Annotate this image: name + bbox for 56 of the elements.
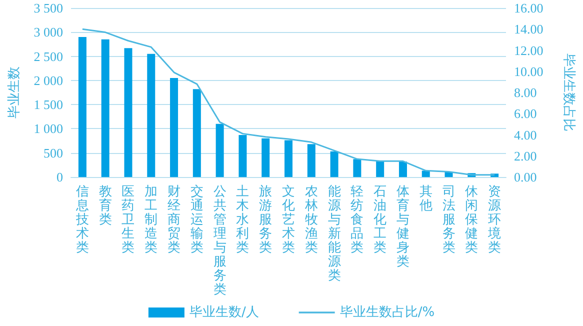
y2-axis-title: 毕业生数占比 — [561, 54, 576, 132]
bar — [238, 134, 247, 177]
y2-tick-label: 12.00 — [514, 42, 544, 58]
legend-label: 毕业生数占比/% — [340, 305, 435, 320]
x-tick-label: 石油化工类 — [374, 184, 387, 256]
x-tick-label: 休闲保健类 — [465, 184, 478, 256]
bar — [398, 162, 407, 177]
x-tick-label: 旅游服务类 — [259, 184, 272, 256]
x-tick-label: 加工制造类 — [144, 184, 158, 256]
bar — [353, 159, 362, 177]
bar — [307, 144, 316, 177]
y-tick-label: 0 — [56, 170, 63, 184]
y-tick-label: 2 500 — [34, 48, 63, 64]
x-tick-label: 农林牧渔类 — [304, 184, 318, 256]
x-tick-label: 其他 — [419, 184, 432, 214]
y2-tick-label: 8.00 — [514, 85, 537, 100]
x-tick-label: 教育类 — [98, 184, 112, 228]
y-tick-label: 1 000 — [34, 121, 63, 136]
y2-tick-label: 4.00 — [514, 127, 537, 142]
legend-label: 毕业生数/人 — [189, 305, 259, 320]
x-tick-label: 体育与健身类 — [396, 184, 410, 270]
bar — [330, 151, 338, 177]
x-tick-label: 司法服务类 — [442, 184, 456, 256]
x-tick-label: 轻纺食品类 — [350, 184, 364, 256]
x-tick-label: 财经商贸类 — [168, 184, 181, 256]
bar — [216, 124, 224, 177]
bar — [170, 78, 178, 177]
x-tick-label: 土木水利类 — [236, 184, 250, 256]
bar — [101, 39, 110, 177]
y2-tick-label: 14.00 — [514, 22, 544, 37]
y-tick-label: 1 500 — [34, 97, 63, 112]
y2-tick-label: 0.00 — [514, 170, 537, 184]
bar — [376, 161, 384, 177]
x-tick-label: 信息技术类 — [74, 184, 89, 256]
bar — [124, 48, 132, 177]
y2-tick-label: 6.00 — [514, 106, 537, 122]
line-series — [82, 28, 496, 176]
bar — [192, 89, 201, 177]
bar — [78, 36, 86, 177]
y-axis-title: 毕业生数 — [7, 66, 22, 118]
x-tick-label: 公共管理与服务类 — [213, 184, 226, 298]
bar — [147, 54, 156, 177]
y-tick-label: 500 — [44, 145, 63, 160]
y-tick-label: 2 000 — [34, 72, 63, 88]
x-tick-label: 交通运输类 — [190, 184, 204, 256]
y-tick-label: 3 000 — [34, 24, 63, 40]
y2-tick-label: 16.00 — [514, 0, 544, 16]
bar — [262, 138, 270, 177]
y2-tick-label: 2.00 — [514, 148, 537, 164]
x-tick-label: 资源环境类 — [487, 184, 502, 256]
x-tick-label: 医药卫生类 — [122, 184, 135, 256]
bar — [284, 140, 292, 177]
x-tick-label: 文化艺术类 — [282, 184, 295, 256]
x-tick-label: 能源与新能源类 — [328, 184, 341, 284]
y-tick-label: 3 500 — [34, 0, 63, 16]
y2-tick-label: 10.00 — [514, 64, 544, 79]
